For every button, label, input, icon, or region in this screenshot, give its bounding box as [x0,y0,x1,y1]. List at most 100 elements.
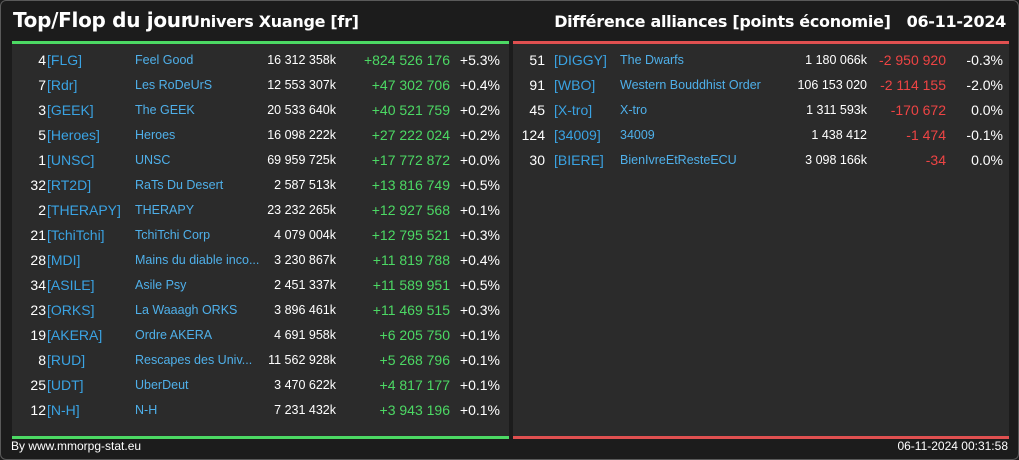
table-row: 3 [GEEK] The GEEK 20 533 640k +40 521 759 +0.… [12,98,509,123]
alliance-name-link[interactable]: 34009 [620,128,655,142]
alliance-name-link[interactable]: X-tro [620,103,648,117]
alliance-name-link[interactable]: Western Bouddhist Order [620,78,761,92]
table-row: 7 [Rdr] Les RoDeUrS 12 553 307k +47 302 706 +… [12,73,509,98]
alliance-name-link[interactable]: The Dwarfs [620,53,684,67]
percent-value: +0.3% [459,227,500,243]
alliance-tag-link[interactable]: [DIGGY] [554,52,607,68]
points-value: 1 438 412 [811,128,867,142]
rank-value: 45 [529,102,545,118]
percent-value: +0.1% [459,402,500,418]
table-row: 124 [34009] 34009 1 438 412 -1 474 -0.1% [513,123,1009,148]
alliance-tag-link[interactable]: [Rdr] [47,77,78,93]
points-value: 106 153 020 [797,78,867,92]
diff-value: +11 469 515 [372,302,450,318]
alliance-tag-link[interactable]: [ASILE] [47,277,95,293]
alliance-name-link[interactable]: Asile Psy [135,278,187,292]
rank-value: 5 [38,127,46,143]
table-row: 28 [MDI] Mains du diable inco... 3 230 867k… [12,248,509,273]
alliance-tag-link[interactable]: [UNSC] [47,152,95,168]
header-right: Différence alliances [points économie] 06… [554,12,1006,31]
alliance-tag-link[interactable]: [RT2D] [47,177,92,193]
table-row: 25 [UDT] UberDeut 3 470 622k +4 817 177 +0.1% [12,373,509,398]
alliance-tag-link[interactable]: [Heroes] [47,127,100,143]
ranking-title: Différence alliances [points économie] [554,12,891,31]
diff-value: -2 950 920 [879,52,946,68]
alliance-tag-link[interactable]: [BIERE] [554,152,604,168]
table-row: 30 [BIERE] BienIvreEtResteECU 3 098 166k -34… [513,148,1009,173]
alliance-name-link[interactable]: UberDeut [135,378,189,392]
alliance-tag-link[interactable]: [MDI] [47,252,81,268]
rank-value: 23 [30,302,46,318]
percent-value: +0.1% [459,352,500,368]
alliance-name-link[interactable]: THERAPY [135,203,195,217]
alliance-name-link[interactable]: N-H [135,403,158,417]
rank-value: 21 [30,227,46,243]
alliance-tag-link[interactable]: [FLG] [47,52,83,68]
diff-value: +13 816 749 [371,177,450,193]
footer-timestamp: 06-11-2024 00:31:58 [897,439,1008,453]
alliance-tag-link[interactable]: [TchiTchi] [47,227,105,243]
percent-value: +0.5% [459,177,500,193]
rank-value: 30 [529,152,545,168]
points-value: 2 587 513k [274,178,336,192]
alliance-name-link[interactable]: Les RoDeUrS [135,78,213,92]
diff-value: +3 943 196 [379,402,450,418]
alliance-tag-link[interactable]: [X-tro] [554,102,593,118]
points-value: 16 098 222k [267,128,336,142]
diff-value: +11 819 788 [372,252,450,268]
alliance-tag-link[interactable]: [ORKS] [47,302,95,318]
points-value: 3 098 166k [805,153,867,167]
alliance-name-link[interactable]: Mains du diable inco... [135,253,260,267]
points-value: 20 533 640k [267,103,336,117]
alliance-tag-link[interactable]: [UDT] [47,377,84,393]
alliance-tag-link[interactable]: [N-H] [47,402,80,418]
points-value: 4 079 004k [274,228,336,242]
rank-value: 4 [38,52,46,68]
alliance-name-link[interactable]: BienIvreEtResteECU [620,153,737,167]
diff-value: -2 114 155 [880,77,946,93]
rank-value: 3 [38,102,46,118]
alliance-tag-link[interactable]: [34009] [554,127,601,143]
rank-value: 28 [30,252,46,268]
flop-panel: 51 [DIGGY] The Dwarfs 1 180 066k -2 950 920 -… [513,41,1009,439]
alliance-name-link[interactable]: RaTs Du Desert [135,178,224,192]
alliance-name-link[interactable]: Heroes [135,128,176,142]
points-value: 1 180 066k [805,53,867,67]
footer-source-link[interactable]: By www.mmorpg-stat.eu [11,439,142,453]
percent-value: +0.2% [459,127,500,143]
points-value: 12 553 307k [267,78,336,92]
percent-value: +5.3% [459,52,500,68]
alliance-tag-link[interactable]: [RUD] [47,352,86,368]
table-row: 45 [X-tro] X-tro 1 311 593k -170 672 0.0% [513,98,1009,123]
table-row: 2 [THERAPY] THERAPY 23 232 265k +12 927 568 +… [12,198,509,223]
alliance-name-link[interactable]: The GEEK [135,103,195,117]
table-row: 91 [WBO] Western Bouddhist Order 106 153 02… [513,73,1009,98]
alliance-name-link[interactable]: Feel Good [135,53,194,67]
diff-value: +12 795 521 [371,227,450,243]
alliance-name-link[interactable]: Ordre AKERA [135,328,213,342]
rank-value: 12 [30,402,46,418]
alliance-name-link[interactable]: La Waaagh ORKS [135,303,238,317]
points-value: 3 896 461k [274,303,336,317]
rank-value: 25 [30,377,46,393]
points-value: 1 311 593k [806,103,867,117]
alliance-tag-link[interactable]: [WBO] [554,77,596,93]
rank-value: 34 [30,277,46,293]
percent-value: 0.0% [971,102,1003,118]
diff-value: +11 589 951 [372,277,450,293]
rank-value: 124 [521,127,545,143]
points-value: 2 451 337k [274,278,336,292]
percent-value: +0.4% [459,252,500,268]
alliance-tag-link[interactable]: [GEEK] [47,102,94,118]
alliance-name-link[interactable]: Rescapes des Univ... [135,353,253,367]
alliance-tag-link[interactable]: [AKERA] [47,327,103,343]
alliance-name-link[interactable]: TchiTchi Corp [135,228,211,242]
percent-value: +0.2% [459,102,500,118]
table-row: 1 [UNSC] UNSC 69 959 725k +17 772 872 +0.0% [12,148,509,173]
percent-value: -2.0% [966,77,1003,93]
alliance-tag-link[interactable]: [THERAPY] [47,202,121,218]
alliance-name-link[interactable]: UNSC [135,153,171,167]
rank-value: 91 [529,77,545,93]
percent-value: -0.3% [966,52,1003,68]
